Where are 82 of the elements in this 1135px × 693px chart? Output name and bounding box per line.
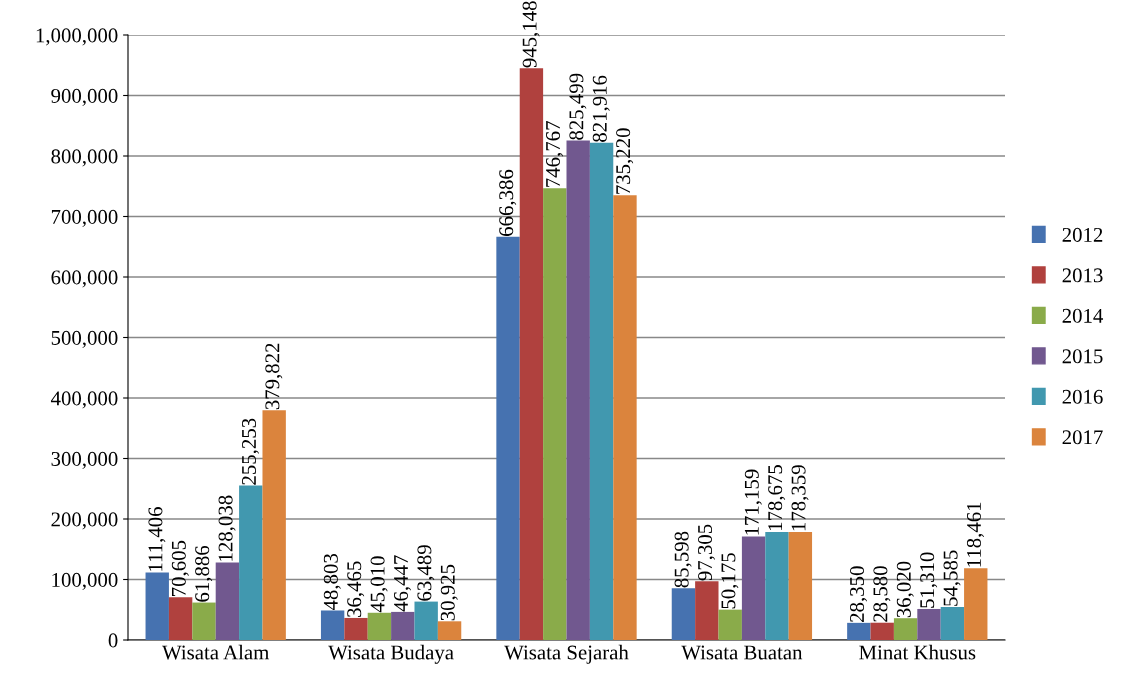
data-label: 255,253 (241, 418, 259, 485)
y-tick-label: 0 (108, 633, 118, 648)
bar (496, 236, 520, 640)
bar (940, 606, 965, 640)
y-tick-label: 500,000 (51, 330, 118, 348)
bar (543, 188, 567, 640)
bar (589, 142, 614, 640)
data-label: 735,220 (616, 128, 634, 194)
legend-label: 2013 (1062, 268, 1103, 283)
data-label: 30,925 (440, 564, 458, 621)
data-label: 97,305 (697, 524, 716, 581)
bar (613, 195, 637, 640)
bar (192, 602, 216, 640)
legend-label: 2017 (1062, 430, 1103, 445)
data-label: 118,461 (966, 502, 984, 567)
legend-label: 2016 (1062, 389, 1103, 404)
data-label: 61,886 (195, 545, 213, 602)
bar (741, 536, 766, 640)
bar (566, 140, 590, 640)
data-label: 28,350 (849, 566, 868, 622)
data-label: 825,499 (569, 73, 587, 140)
bar (168, 597, 193, 640)
y-tick-label: 600,000 (51, 270, 118, 288)
y-tick-label: 700,000 (51, 209, 118, 227)
y-tick-label: 800,000 (51, 149, 118, 167)
data-label: 945,148 (522, 1, 540, 68)
y-tick-label: 100,000 (52, 572, 118, 590)
bar (215, 562, 240, 640)
bar (893, 618, 918, 640)
bar (519, 68, 544, 640)
bar (239, 485, 263, 640)
data-label: 51,310 (920, 552, 938, 608)
bar (917, 608, 941, 640)
x-tick-label: Wisata Budaya (328, 644, 454, 664)
y-tick-label: 300,000 (51, 451, 118, 469)
data-label: 178,359 (791, 465, 809, 531)
data-label: 379,822 (265, 343, 283, 410)
bar (145, 572, 169, 640)
data-label: 36,020 (896, 561, 914, 618)
data-label: 45,010 (370, 556, 388, 613)
data-label: 746,767 (546, 121, 564, 187)
data-label: 178,675 (768, 465, 786, 531)
data-label: 128,038 (218, 495, 236, 561)
data-label: 46,447 (394, 555, 412, 612)
data-label: 821,916 (592, 75, 610, 142)
bar (765, 531, 789, 640)
bar (718, 609, 742, 640)
y-tick-label: 1,000,000 (36, 28, 118, 46)
bar (344, 617, 368, 640)
x-tick-label: Wisata Sejarah (504, 644, 629, 664)
bar (788, 532, 813, 640)
bar (437, 621, 462, 640)
bar (964, 568, 988, 640)
bar (870, 622, 894, 640)
data-label: 111,406 (148, 507, 166, 571)
bar (414, 601, 438, 640)
bar (847, 622, 871, 640)
x-tick-label: Wisata Alam (162, 644, 270, 660)
legend-label: 2012 (1062, 227, 1103, 242)
legend-label: 2014 (1062, 308, 1104, 323)
x-tick-label: Wisata Buatan (681, 645, 803, 660)
y-tick-label: 900,000 (51, 88, 118, 106)
bar (671, 588, 696, 640)
legend-label: 2015 (1062, 349, 1103, 364)
data-label: 36,465 (347, 561, 365, 617)
data-label: 70,605 (171, 540, 189, 596)
bar (320, 610, 345, 640)
y-tick-label: 200,000 (51, 512, 118, 530)
bar (695, 581, 719, 640)
data-label: 48,803 (323, 554, 341, 611)
x-tick-label: Minat Khusus (859, 644, 976, 660)
data-label: 85,598 (674, 531, 692, 588)
data-label: 666,386 (499, 169, 517, 236)
bar (391, 611, 415, 640)
bar (262, 410, 286, 640)
data-label: 50,175 (721, 553, 739, 609)
data-label: 28,580 (873, 566, 891, 622)
bar (367, 612, 392, 640)
data-label: 63,489 (417, 545, 435, 601)
data-label: 54,585 (943, 550, 961, 606)
data-label: 171,159 (744, 469, 762, 535)
y-tick-label: 400,000 (50, 391, 118, 409)
